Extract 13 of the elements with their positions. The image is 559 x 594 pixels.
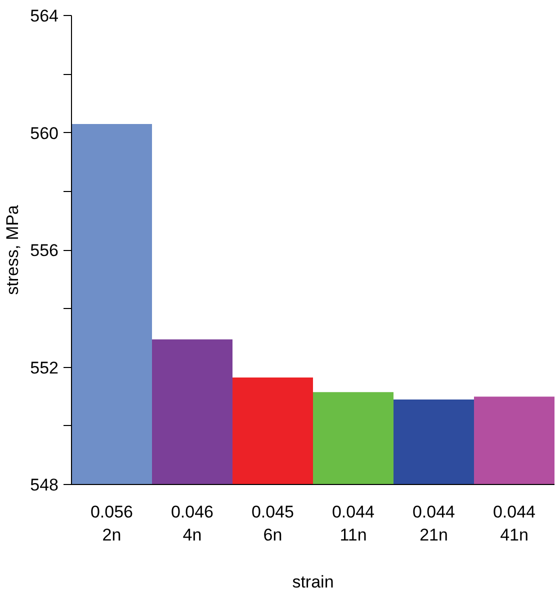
y-tick-label: 560	[30, 124, 59, 143]
y-tick-label: 548	[30, 476, 59, 494]
y-tick-label: 556	[30, 241, 59, 260]
x-tick-label: 0.044 21n	[412, 502, 456, 544]
x-tick-label: 0.045 6n	[251, 502, 294, 544]
x-tick-label: 0.046 4n	[170, 502, 214, 544]
y-axis-title: stress, MPa	[3, 204, 22, 295]
x-tick-label: 0.044 11n	[332, 502, 375, 544]
y-tick-label: 564	[30, 6, 59, 26]
x-tick-label: 0.044 41n	[492, 502, 536, 544]
x-axis-title: strain	[292, 572, 334, 592]
y-tick-label: 552	[30, 358, 59, 378]
x-tick-label: 0.056 2n	[90, 502, 134, 544]
